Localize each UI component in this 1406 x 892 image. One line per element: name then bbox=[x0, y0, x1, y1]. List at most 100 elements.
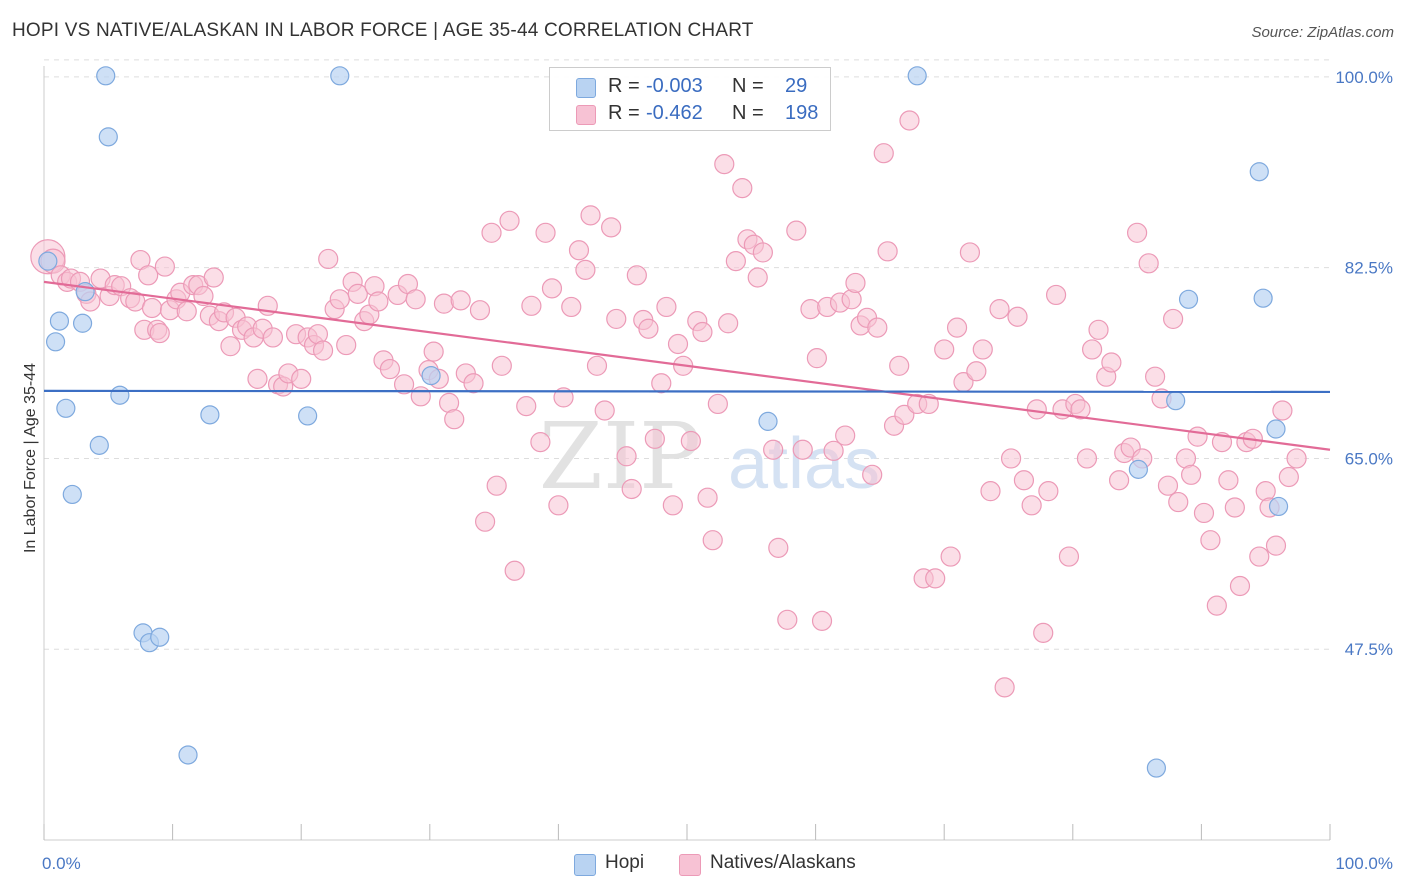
native-point bbox=[1038, 481, 1059, 502]
native-point bbox=[1026, 399, 1047, 420]
native-point bbox=[347, 283, 368, 304]
native-point bbox=[972, 339, 993, 360]
native-point bbox=[714, 154, 735, 175]
native-point bbox=[535, 222, 556, 243]
native-trend-line bbox=[43, 280, 1331, 451]
native-point bbox=[580, 205, 601, 226]
native-point bbox=[768, 537, 789, 558]
x-tick-label-start: 0.0% bbox=[42, 854, 81, 873]
native-point bbox=[553, 387, 574, 408]
legend-native-r-label: R = bbox=[608, 102, 640, 124]
y-tick-label: 65.0% bbox=[1345, 449, 1393, 468]
hopi-point bbox=[1178, 289, 1199, 309]
native-point bbox=[800, 299, 821, 320]
native-point bbox=[918, 393, 939, 415]
native-point bbox=[433, 293, 455, 314]
native-point bbox=[516, 396, 537, 417]
legend-hopi-swatch bbox=[576, 78, 596, 98]
legend-native-n-value: 198 bbox=[785, 102, 819, 124]
native-point bbox=[450, 290, 471, 311]
legend-hopi-label: Hopi bbox=[605, 852, 645, 873]
native-point bbox=[877, 241, 898, 262]
native-point bbox=[176, 301, 197, 322]
native-point bbox=[1200, 530, 1221, 551]
native-point bbox=[203, 267, 224, 288]
native-point bbox=[899, 110, 920, 131]
hopi-point bbox=[1146, 758, 1166, 778]
native-point bbox=[994, 677, 1015, 698]
hopi-point bbox=[1249, 162, 1269, 182]
native-point bbox=[220, 336, 241, 357]
legend-hopi-n-label: N = bbox=[732, 75, 764, 97]
legend-hopi-n-value: 29 bbox=[785, 75, 808, 97]
native-point bbox=[601, 217, 622, 238]
axes bbox=[43, 66, 1331, 841]
native-point bbox=[925, 568, 946, 589]
native-point bbox=[718, 313, 739, 334]
native-point bbox=[405, 289, 426, 310]
y-tick-label: 47.5% bbox=[1345, 640, 1393, 659]
native-point bbox=[616, 446, 637, 467]
native-point bbox=[575, 259, 596, 280]
native-point bbox=[702, 530, 723, 551]
native-point bbox=[651, 373, 672, 394]
native-point bbox=[149, 322, 170, 344]
native-point bbox=[530, 431, 551, 453]
native-point bbox=[707, 393, 728, 415]
native-point bbox=[291, 368, 312, 389]
native-point bbox=[1272, 400, 1293, 421]
trend-lines bbox=[43, 280, 1331, 451]
hopi-point bbox=[98, 127, 118, 147]
hopi-point bbox=[110, 385, 130, 405]
hopi-point bbox=[62, 484, 82, 505]
native-point bbox=[541, 278, 563, 299]
native-point bbox=[989, 299, 1010, 320]
series-native-points bbox=[30, 110, 1307, 698]
native-point bbox=[959, 242, 981, 263]
native-point bbox=[486, 475, 507, 496]
series-legend: Hopi Natives/Alaskans bbox=[0, 852, 1406, 878]
hopi-point bbox=[178, 745, 198, 765]
native-point bbox=[1108, 470, 1130, 491]
native-point bbox=[491, 355, 512, 376]
native-point bbox=[1138, 253, 1159, 274]
native-point bbox=[393, 374, 415, 395]
native-point bbox=[336, 334, 357, 356]
hopi-point bbox=[200, 405, 220, 425]
native-point bbox=[504, 560, 525, 581]
native-point bbox=[763, 439, 784, 460]
native-point bbox=[1033, 622, 1054, 643]
native-point bbox=[1229, 575, 1251, 597]
hopi-point bbox=[298, 406, 318, 426]
legend-native-marker bbox=[679, 854, 701, 876]
native-point bbox=[1013, 470, 1035, 491]
native-point bbox=[1157, 475, 1179, 496]
native-point bbox=[946, 317, 968, 338]
native-point bbox=[752, 242, 773, 263]
native-point bbox=[873, 143, 894, 164]
native-point bbox=[1088, 319, 1109, 340]
chart-title: HOPI VS NATIVE/ALASKAN IN LABOR FORCE | … bbox=[12, 20, 754, 41]
native-point bbox=[1045, 284, 1067, 306]
native-point bbox=[1187, 426, 1208, 447]
native-point bbox=[1224, 497, 1245, 518]
legend-row-native: R = -0.462 N = 198 bbox=[550, 102, 830, 128]
native-point bbox=[845, 272, 866, 294]
native-point bbox=[423, 341, 444, 362]
native-point bbox=[1278, 466, 1299, 488]
y-tick-label: 100.0% bbox=[1335, 68, 1393, 87]
native-point bbox=[1193, 502, 1215, 524]
hopi-point bbox=[1266, 419, 1286, 439]
native-point bbox=[474, 511, 496, 532]
native-point bbox=[862, 464, 883, 485]
native-point bbox=[662, 495, 683, 516]
native-point bbox=[1126, 222, 1148, 243]
native-point bbox=[732, 177, 753, 199]
native-point bbox=[594, 400, 615, 421]
legend-native-r-value: -0.462 bbox=[646, 102, 703, 124]
hopi-point bbox=[150, 627, 170, 647]
legend-hopi-marker bbox=[574, 854, 596, 876]
native-point bbox=[499, 210, 520, 231]
y-axis-label: In Labor Force | Age 35-44 bbox=[22, 363, 39, 553]
native-point bbox=[1145, 366, 1166, 387]
